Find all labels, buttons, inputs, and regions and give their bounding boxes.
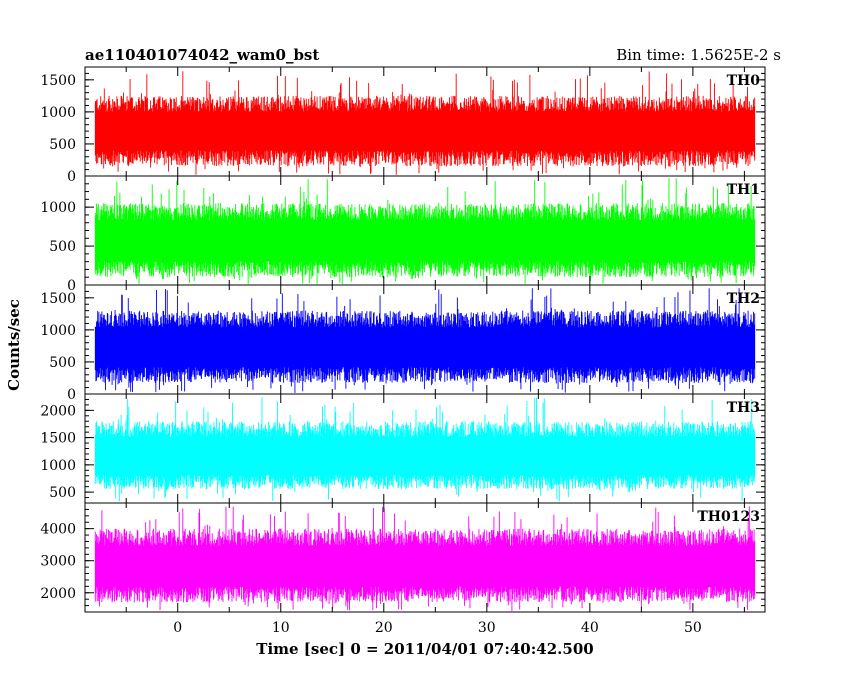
x-tick-label: 50 <box>684 620 702 636</box>
x-axis: 0 10 20 30 40 50 <box>173 620 702 636</box>
panel-th3: 500 1000 1500 2000 TH3 <box>40 393 766 504</box>
y-tick-label: 1500 <box>40 291 76 307</box>
x-tick-label: 30 <box>478 620 496 636</box>
y-tick-label: 1000 <box>40 105 76 121</box>
series-label-th2: TH2 <box>727 291 760 307</box>
y-tick-label: 1000 <box>40 458 76 474</box>
series-trace-th0 <box>94 71 756 175</box>
series-trace-th2 <box>94 288 756 393</box>
y-tick-label: 2000 <box>40 403 76 419</box>
x-axis-label: Time [sec] 0 = 2011/04/01 07:40:42.500 <box>256 640 593 658</box>
y-tick-label: 500 <box>49 485 76 501</box>
x-tick-label: 0 <box>173 620 182 636</box>
x-tick-label: 10 <box>272 620 290 636</box>
series-trace-th3 <box>94 397 756 502</box>
y-tick-label: 0 <box>67 387 76 403</box>
y-tick-label: 1500 <box>40 431 76 447</box>
panel-frame <box>84 502 766 613</box>
series-label-th0: TH0 <box>727 73 761 89</box>
series-label-th3: TH3 <box>727 400 760 416</box>
y-tick-label: 0 <box>67 278 76 294</box>
panel-th0: 0 500 1000 1500 TH0 <box>40 66 766 185</box>
series-label-th1: TH1 <box>727 182 760 198</box>
series-trace-th1 <box>94 178 756 285</box>
series-trace-th0123 <box>94 506 756 611</box>
y-tick-label: 500 <box>49 355 76 371</box>
y-tick-label: 1000 <box>40 323 76 339</box>
y-tick-label: 500 <box>49 239 76 255</box>
y-tick-label: 1000 <box>40 200 76 216</box>
x-tick-label: 20 <box>375 620 393 636</box>
x-tick-label: 40 <box>581 620 599 636</box>
panel-th2: 0 500 1000 1500 TH2 <box>40 284 766 403</box>
y-tick-label: 2000 <box>40 586 76 602</box>
y-tick-label: 4000 <box>40 522 76 538</box>
y-tick-label: 500 <box>49 137 76 153</box>
y-axis-label: Counts/sec <box>5 299 23 391</box>
chart-title: ae110401074042_wam0_bst <box>85 46 319 64</box>
panels-group: 0 500 1000 1500 TH0 0 500 1000 TH1 0 500 1000 1500 TH… <box>40 66 766 613</box>
panel-th1: 0 500 1000 TH1 <box>40 175 766 294</box>
y-tick-label: 0 <box>67 169 76 185</box>
y-tick-label: 1500 <box>40 73 76 89</box>
bin-time-label: Bin time: 1.5625E-2 s <box>616 46 781 64</box>
y-tick-label: 3000 <box>40 554 76 570</box>
panel-th0123: 2000 3000 4000 TH0123 <box>40 502 766 613</box>
series-label-th0123: TH0123 <box>697 509 760 525</box>
